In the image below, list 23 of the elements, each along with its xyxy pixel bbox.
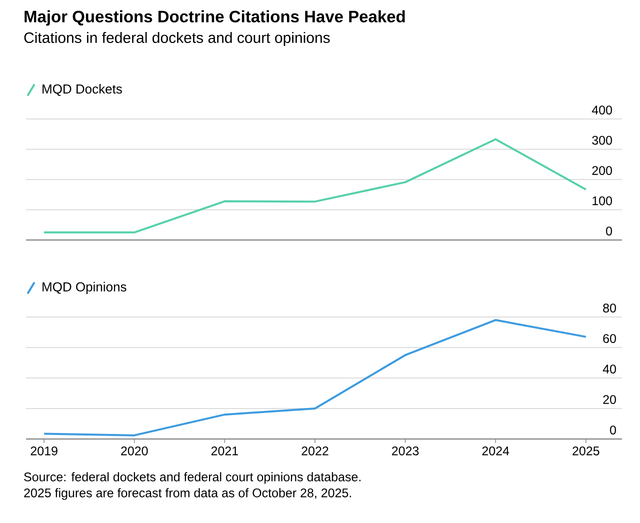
x-tick-label: 2020 [121,446,148,456]
y-tick-label: 80 [603,304,616,312]
chart-subtitle: Citations in federal dockets and court opinions [24,32,330,46]
legend-label: MQD Dockets [42,84,122,96]
legend-label: MQD Opinions [42,282,126,294]
y-tick-label: 400 [592,106,612,114]
y-tick-label: 300 [592,136,612,145]
text: 2025 figures are forecast from data as of October 28, 2025. [24,488,352,500]
y-tick-label: 0 [606,226,612,236]
chart-title: Major Questions Doctrine Citations Have Peaked [24,10,405,26]
y-tick-label: 100 [592,196,612,206]
x-tick-label: 2023 [392,446,419,456]
y-tick-label: 40 [602,364,616,374]
source-note: Source: federal dockets and federal court opinions database. [24,472,361,484]
y-tick-label: 20 [603,395,616,404]
y-tick-label: 0 [610,426,616,434]
x-tick-label: 2024 [482,446,510,456]
x-tick-label: 2022 [302,446,328,456]
x-tick-label: 2021 [211,446,238,456]
y-tick-label: 60 [603,334,616,343]
x-tick-label: 2019 [30,446,58,456]
y-tick-label: 200 [592,166,612,175]
x-tick-label: 2025 [572,446,600,456]
